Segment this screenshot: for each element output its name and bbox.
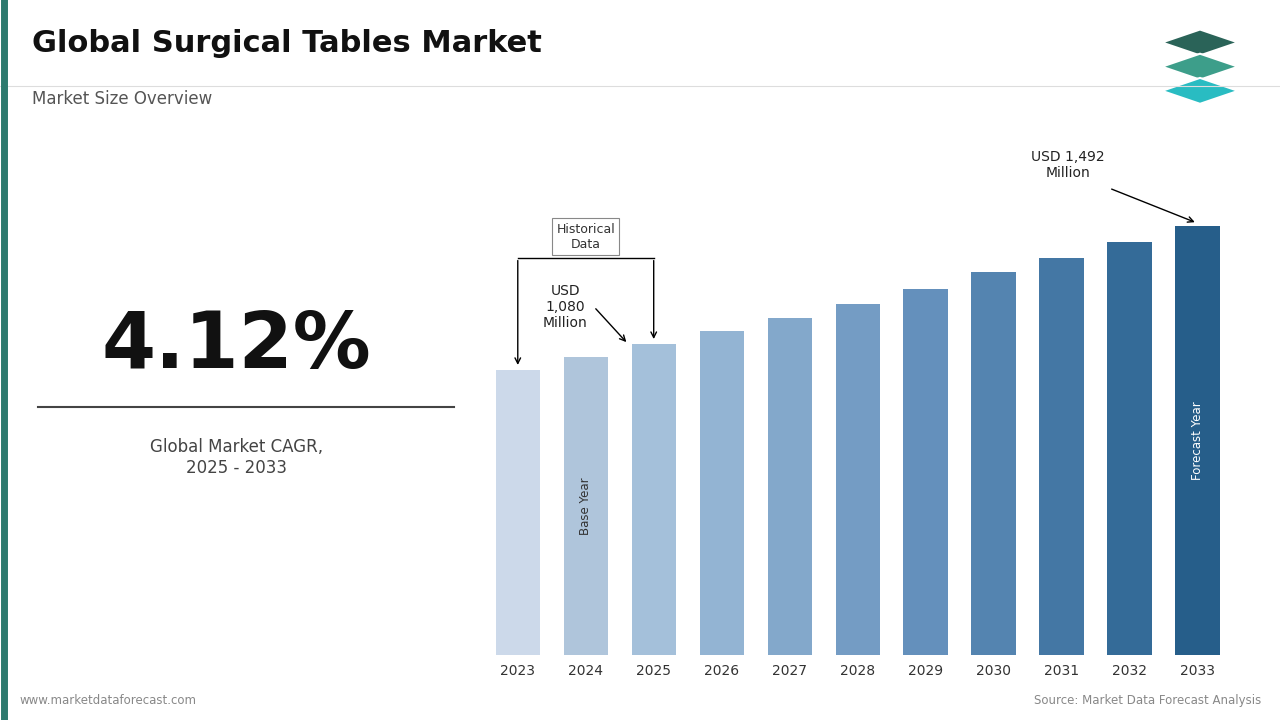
Text: Forecast Year: Forecast Year (1190, 401, 1204, 480)
Text: Market Size Overview: Market Size Overview (32, 90, 212, 108)
Polygon shape (1162, 78, 1238, 104)
Bar (1039, 258, 1084, 655)
Bar (1107, 242, 1152, 655)
Text: Global Surgical Tables Market: Global Surgical Tables Market (32, 29, 541, 58)
Text: 4.12%: 4.12% (102, 307, 371, 384)
Bar (563, 357, 608, 655)
Bar (1175, 225, 1220, 655)
Text: Historical
Data: Historical Data (557, 222, 616, 251)
Text: Base Year: Base Year (580, 477, 593, 535)
Bar (768, 318, 812, 655)
Bar (972, 272, 1015, 655)
Bar (700, 331, 744, 655)
Polygon shape (1162, 30, 1238, 55)
Bar (495, 370, 540, 655)
Text: Source: Market Data Forecast Analysis: Source: Market Data Forecast Analysis (1033, 694, 1261, 707)
Text: Global Market CAGR,
2025 - 2033: Global Market CAGR, 2025 - 2033 (150, 438, 324, 477)
Text: www.marketdataforecast.com: www.marketdataforecast.com (19, 694, 196, 707)
Bar (631, 344, 676, 655)
Bar (836, 304, 879, 655)
Text: USD 1,492
Million: USD 1,492 Million (1032, 150, 1105, 180)
Bar (904, 289, 947, 655)
Text: USD
1,080
Million: USD 1,080 Million (543, 284, 588, 330)
Polygon shape (1162, 54, 1238, 80)
